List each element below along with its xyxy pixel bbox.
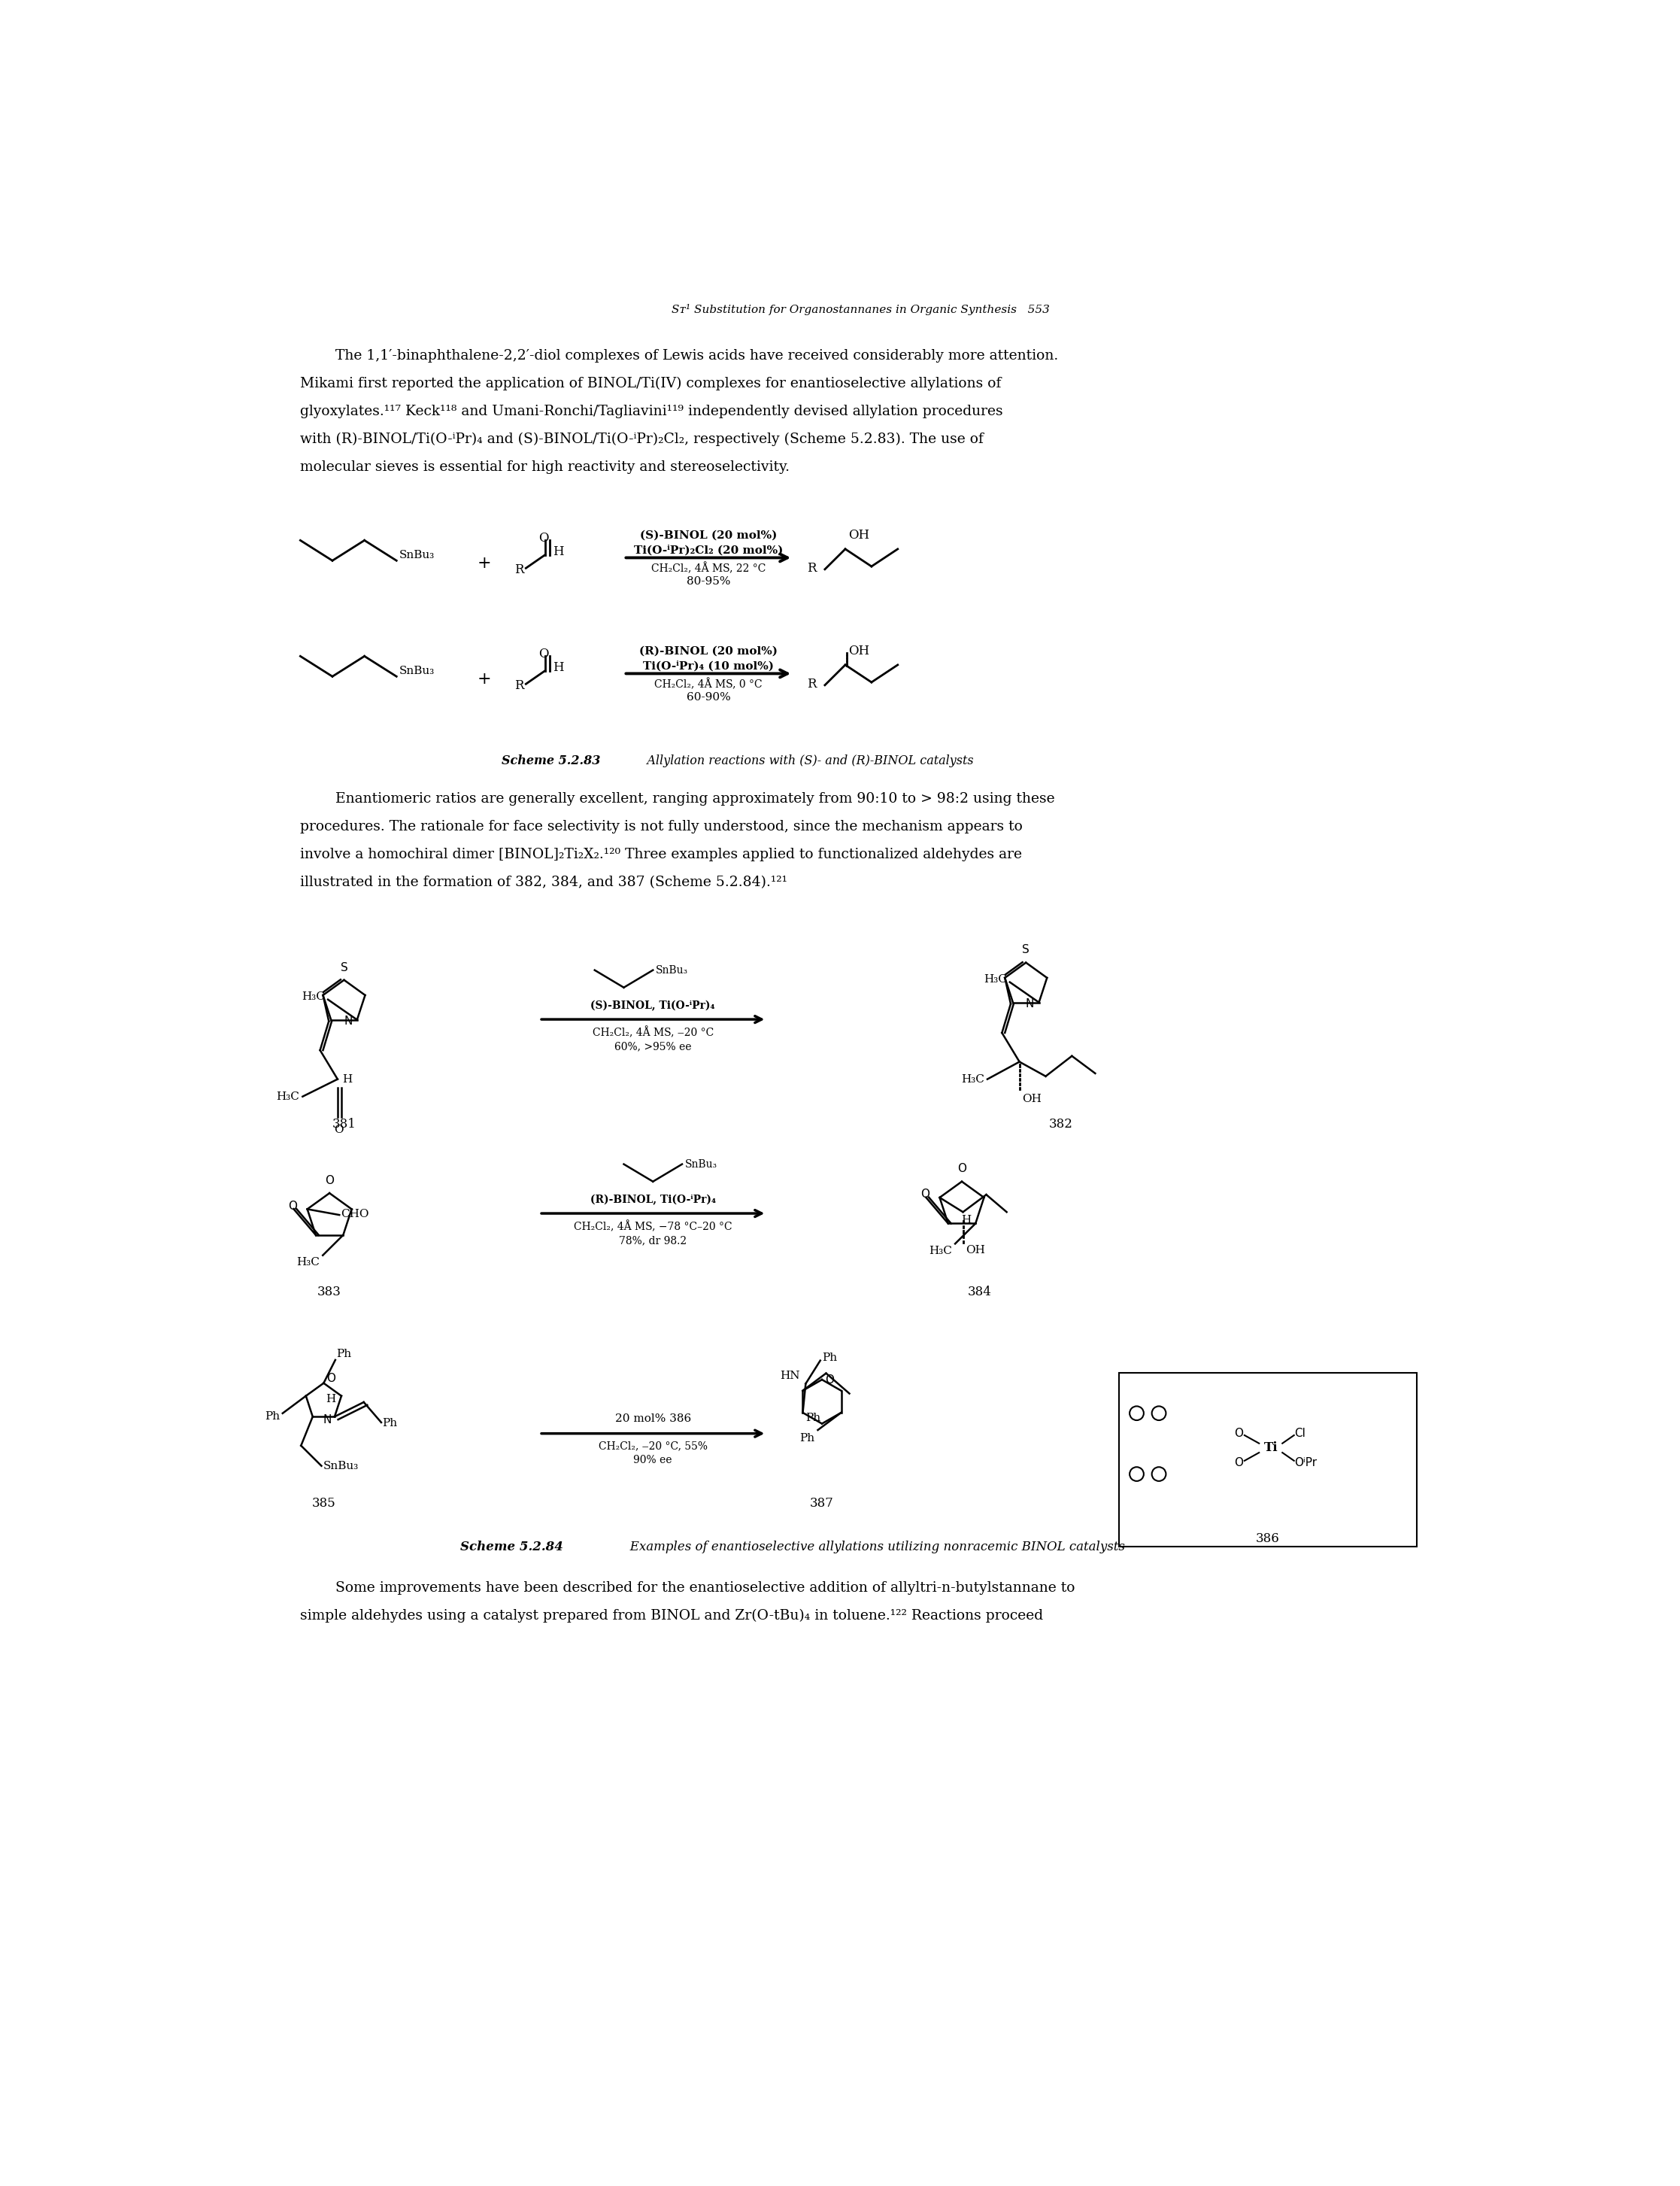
Text: 90% ee: 90% ee <box>633 1456 672 1465</box>
Text: R: R <box>514 680 524 693</box>
Text: 384: 384 <box>968 1285 991 1298</box>
Text: SnBu₃: SnBu₃ <box>685 1159 717 1170</box>
Text: H: H <box>343 1073 353 1084</box>
Text: molecular sieves is essential for high reactivity and stereoselectivity.: molecular sieves is essential for high r… <box>301 461 790 474</box>
Text: S: S <box>1021 944 1030 955</box>
Text: Sᴛ¹ Substitution for Organostannanes in Organic Synthesis   553: Sᴛ¹ Substitution for Organostannanes in … <box>672 304 1050 315</box>
Text: O: O <box>825 1375 833 1386</box>
Text: Enantiomeric ratios are generally excellent, ranging approximately from 90:10 to: Enantiomeric ratios are generally excell… <box>336 791 1055 807</box>
Text: Ph: Ph <box>383 1419 398 1430</box>
Text: Ti: Ti <box>1263 1441 1278 1454</box>
Text: 60-90%: 60-90% <box>685 693 731 702</box>
Text: H₃C: H₃C <box>302 992 324 1001</box>
Text: (R)-BINOL, Ti(O-ⁱPr)₄: (R)-BINOL, Ti(O-ⁱPr)₄ <box>590 1194 716 1204</box>
Text: O: O <box>334 1124 343 1135</box>
Text: O: O <box>324 1174 334 1187</box>
Text: SnBu₃: SnBu₃ <box>400 551 435 562</box>
Text: HN: HN <box>780 1371 800 1382</box>
Text: Allylation reactions with (S)- and (R)-BINOL catalysts: Allylation reactions with (S)- and (R)-B… <box>635 754 974 767</box>
Text: Ph: Ph <box>800 1434 815 1443</box>
Text: H₃C: H₃C <box>961 1073 984 1084</box>
Text: (S)-BINOL, Ti(O-ⁱPr)₄: (S)-BINOL, Ti(O-ⁱPr)₄ <box>591 1001 716 1010</box>
Text: O: O <box>1235 1427 1243 1438</box>
Text: +: + <box>477 555 491 573</box>
Text: CH₂Cl₂, 4Å MS, 0 °C: CH₂Cl₂, 4Å MS, 0 °C <box>654 678 763 691</box>
Text: 381: 381 <box>333 1117 356 1130</box>
Text: CH₂Cl₂, ‒20 °C, 55%: CH₂Cl₂, ‒20 °C, 55% <box>598 1441 707 1452</box>
Text: H₃C: H₃C <box>929 1246 953 1257</box>
Text: Cl: Cl <box>1294 1427 1305 1438</box>
Text: procedures. The rationale for face selectivity is not fully understood, since th: procedures. The rationale for face selec… <box>301 820 1023 833</box>
Text: CH₂Cl₂, 4Å MS, −78 °C–20 °C: CH₂Cl₂, 4Å MS, −78 °C–20 °C <box>575 1222 732 1233</box>
Bar <box>1119 1373 1416 1546</box>
Text: R: R <box>806 678 816 691</box>
Text: simple aldehydes using a catalyst prepared from BINOL and Zr(O-tBu)₄ in toluene.: simple aldehydes using a catalyst prepar… <box>301 1609 1043 1622</box>
Text: SnBu₃: SnBu₃ <box>400 667 435 678</box>
Text: SnBu₃: SnBu₃ <box>323 1460 360 1471</box>
Text: Ti(O-ⁱPr)₄ (10 mol%): Ti(O-ⁱPr)₄ (10 mol%) <box>643 660 774 671</box>
Text: 78%, dr 98.2: 78%, dr 98.2 <box>618 1235 687 1246</box>
Text: OH: OH <box>966 1246 986 1255</box>
Text: N: N <box>323 1414 331 1425</box>
Text: Ph: Ph <box>264 1410 279 1421</box>
Text: Scheme 5.2.84: Scheme 5.2.84 <box>460 1541 563 1554</box>
Text: 385: 385 <box>312 1497 336 1511</box>
Text: Ph: Ph <box>806 1412 822 1423</box>
Text: CH₂Cl₂, 4Å MS, ‒20 °C: CH₂Cl₂, 4Å MS, ‒20 °C <box>593 1027 714 1038</box>
Text: Ph: Ph <box>822 1353 837 1362</box>
Text: 20 mol% 386: 20 mol% 386 <box>615 1412 690 1423</box>
Text: Mikami first reported the application of BINOL/Ti(IV) complexes for enantioselec: Mikami first reported the application of… <box>301 376 1001 391</box>
Text: H: H <box>553 546 564 557</box>
Text: R: R <box>514 564 524 577</box>
Text: SnBu₃: SnBu₃ <box>655 966 689 975</box>
Text: with (R)-BINOL/Ti(O-ⁱPr)₄ and (S)-BINOL/Ti(O-ⁱPr)₂Cl₂, respectively (Scheme 5.2.: with (R)-BINOL/Ti(O-ⁱPr)₄ and (S)-BINOL/… <box>301 433 984 446</box>
Text: Examples of enantioselective allylations utilizing nonracemic BINOL catalysts: Examples of enantioselective allylations… <box>618 1541 1124 1554</box>
Text: O: O <box>287 1200 297 1211</box>
Text: Ti(O-ⁱPr)₂Cl₂ (20 mol%): Ti(O-ⁱPr)₂Cl₂ (20 mol%) <box>633 544 783 555</box>
Text: CH₂Cl₂, 4Å MS, 22 °C: CH₂Cl₂, 4Å MS, 22 °C <box>652 562 766 575</box>
Text: glyoxylates.¹¹⁷ Keck¹¹⁸ and Umani-Ronchi/Tagliavini¹¹⁹ independently devised all: glyoxylates.¹¹⁷ Keck¹¹⁸ and Umani-Ronchi… <box>301 404 1003 418</box>
Text: Ph: Ph <box>336 1349 351 1360</box>
Text: O: O <box>1235 1456 1243 1469</box>
Text: O: O <box>958 1163 966 1174</box>
Text: N: N <box>344 1014 353 1027</box>
Text: H₃C: H₃C <box>277 1091 299 1102</box>
Text: S: S <box>341 962 348 973</box>
Text: H₃C: H₃C <box>297 1257 319 1268</box>
Text: H: H <box>961 1215 971 1226</box>
Text: H: H <box>553 662 564 673</box>
Text: (S)-BINOL (20 mol%): (S)-BINOL (20 mol%) <box>640 529 776 540</box>
Text: 387: 387 <box>810 1497 833 1511</box>
Text: involve a homochiral dimer [BINOL]₂Ti₂X₂.¹²⁰ Three examples applied to functiona: involve a homochiral dimer [BINOL]₂Ti₂X₂… <box>301 848 1021 861</box>
Text: OⁱPr: OⁱPr <box>1294 1456 1317 1469</box>
Text: 382: 382 <box>1048 1117 1074 1130</box>
Text: H₃C: H₃C <box>984 975 1006 984</box>
Text: CHO: CHO <box>341 1209 370 1220</box>
Text: The 1,1′-binaphthalene-2,2′-diol complexes of Lewis acids have received consider: The 1,1′-binaphthalene-2,2′-diol complex… <box>336 350 1058 363</box>
Text: N: N <box>1026 999 1035 1010</box>
Text: O: O <box>538 647 548 660</box>
Text: 383: 383 <box>318 1285 341 1298</box>
Text: O: O <box>326 1373 336 1384</box>
Text: Scheme 5.2.83: Scheme 5.2.83 <box>501 754 600 767</box>
Text: OH: OH <box>848 529 869 542</box>
Text: H: H <box>326 1392 336 1403</box>
Text: illustrated in the formation of 382, 384, and 387 (Scheme 5.2.84).¹²¹: illustrated in the formation of 382, 384… <box>301 877 788 890</box>
Text: (R)-BINOL (20 mol%): (R)-BINOL (20 mol%) <box>638 645 778 656</box>
Text: R: R <box>806 562 816 575</box>
Text: O: O <box>538 531 548 544</box>
Text: Some improvements have been described for the enantioselective addition of allyl: Some improvements have been described fo… <box>336 1580 1075 1596</box>
Text: O: O <box>921 1189 929 1200</box>
Text: +: + <box>477 671 491 689</box>
Text: 80-95%: 80-95% <box>687 577 731 586</box>
Text: 60%, >95% ee: 60%, >95% ee <box>615 1041 692 1051</box>
Text: OH: OH <box>848 645 869 658</box>
Text: OH: OH <box>1023 1093 1042 1104</box>
Text: 386: 386 <box>1257 1532 1280 1546</box>
